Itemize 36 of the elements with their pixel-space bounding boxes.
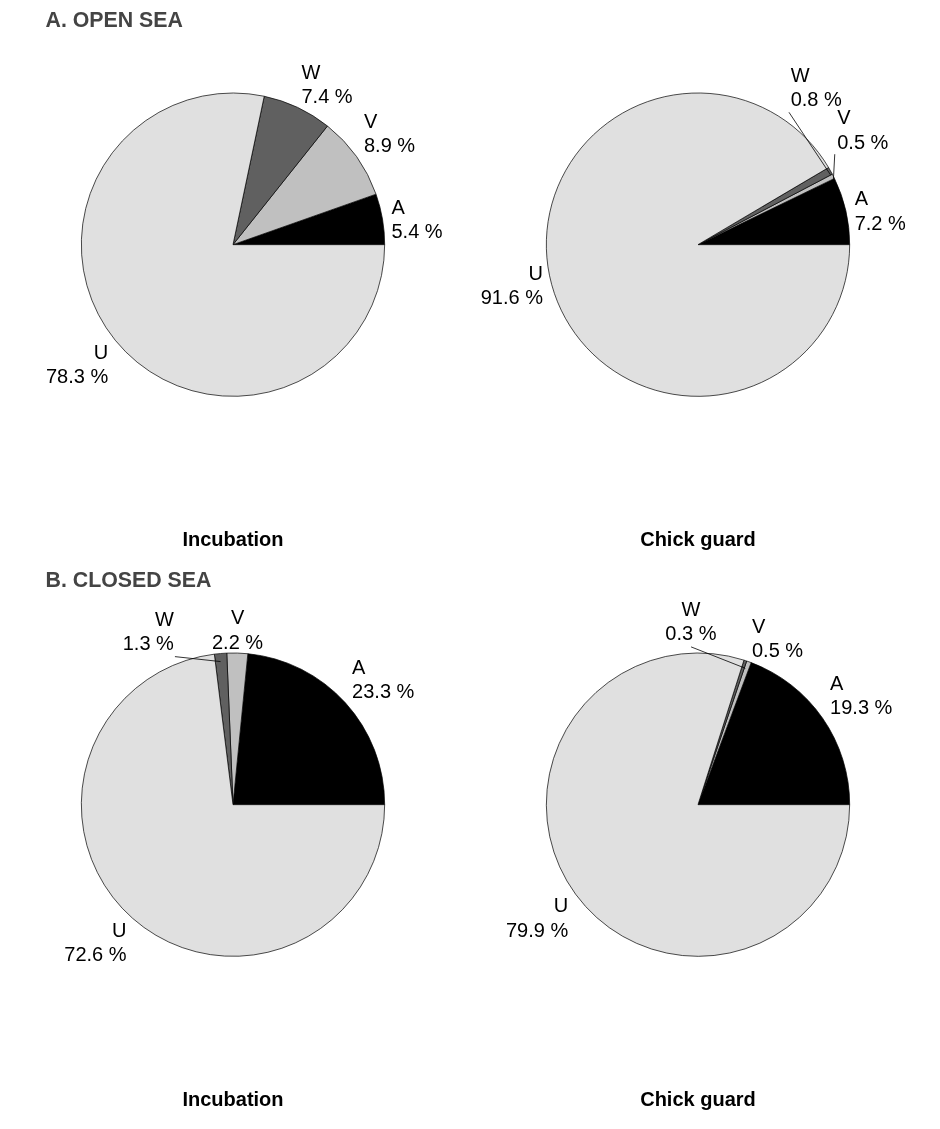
data-label: 0.5 % — [837, 130, 889, 153]
data-label: 8.9 % — [363, 134, 416, 157]
data-label: 7.4 % — [301, 84, 353, 107]
slice-label: W — [790, 63, 810, 86]
chart-title: A. OPEN SEA — [45, 7, 183, 32]
slice-label: U — [112, 918, 127, 941]
text: Chick guard — [640, 527, 756, 550]
data-label: 79.9 % — [505, 918, 569, 941]
data-label: 0.3 % — [665, 622, 717, 645]
slice-label: V — [363, 110, 378, 133]
slice-label: W — [155, 607, 174, 630]
data-label: 0.5 % — [751, 639, 804, 662]
data-label: 5.4 % — [391, 220, 443, 243]
slice-label: W — [681, 597, 701, 620]
slice-label: A — [391, 195, 406, 218]
data-label: 78.3 % — [45, 364, 109, 387]
data-label: 19.3 % — [830, 695, 893, 718]
slice-label: W — [301, 60, 321, 83]
data-label: 1.3 % — [122, 631, 175, 654]
data-label: 23.3 % — [352, 680, 415, 703]
slice-label: U — [528, 261, 543, 284]
text: Chick guard — [640, 1087, 756, 1110]
slice-label: V — [230, 606, 245, 629]
slice-label: A — [854, 187, 869, 210]
data-label: 72.6 % — [64, 942, 127, 965]
data-label: 7.2 % — [854, 211, 907, 234]
data-label: 91.6 % — [480, 285, 544, 308]
slice-label: U — [93, 340, 109, 363]
text: Incubation — [182, 527, 284, 550]
slice-label: V — [751, 615, 766, 638]
slice-label: A — [830, 671, 845, 694]
slice-label: A — [352, 656, 367, 679]
slice-label: U — [553, 894, 569, 917]
text: Incubation — [182, 1087, 284, 1110]
data-label: 2.2 % — [212, 630, 264, 653]
chart-title: B. CLOSED SEA — [45, 567, 212, 592]
